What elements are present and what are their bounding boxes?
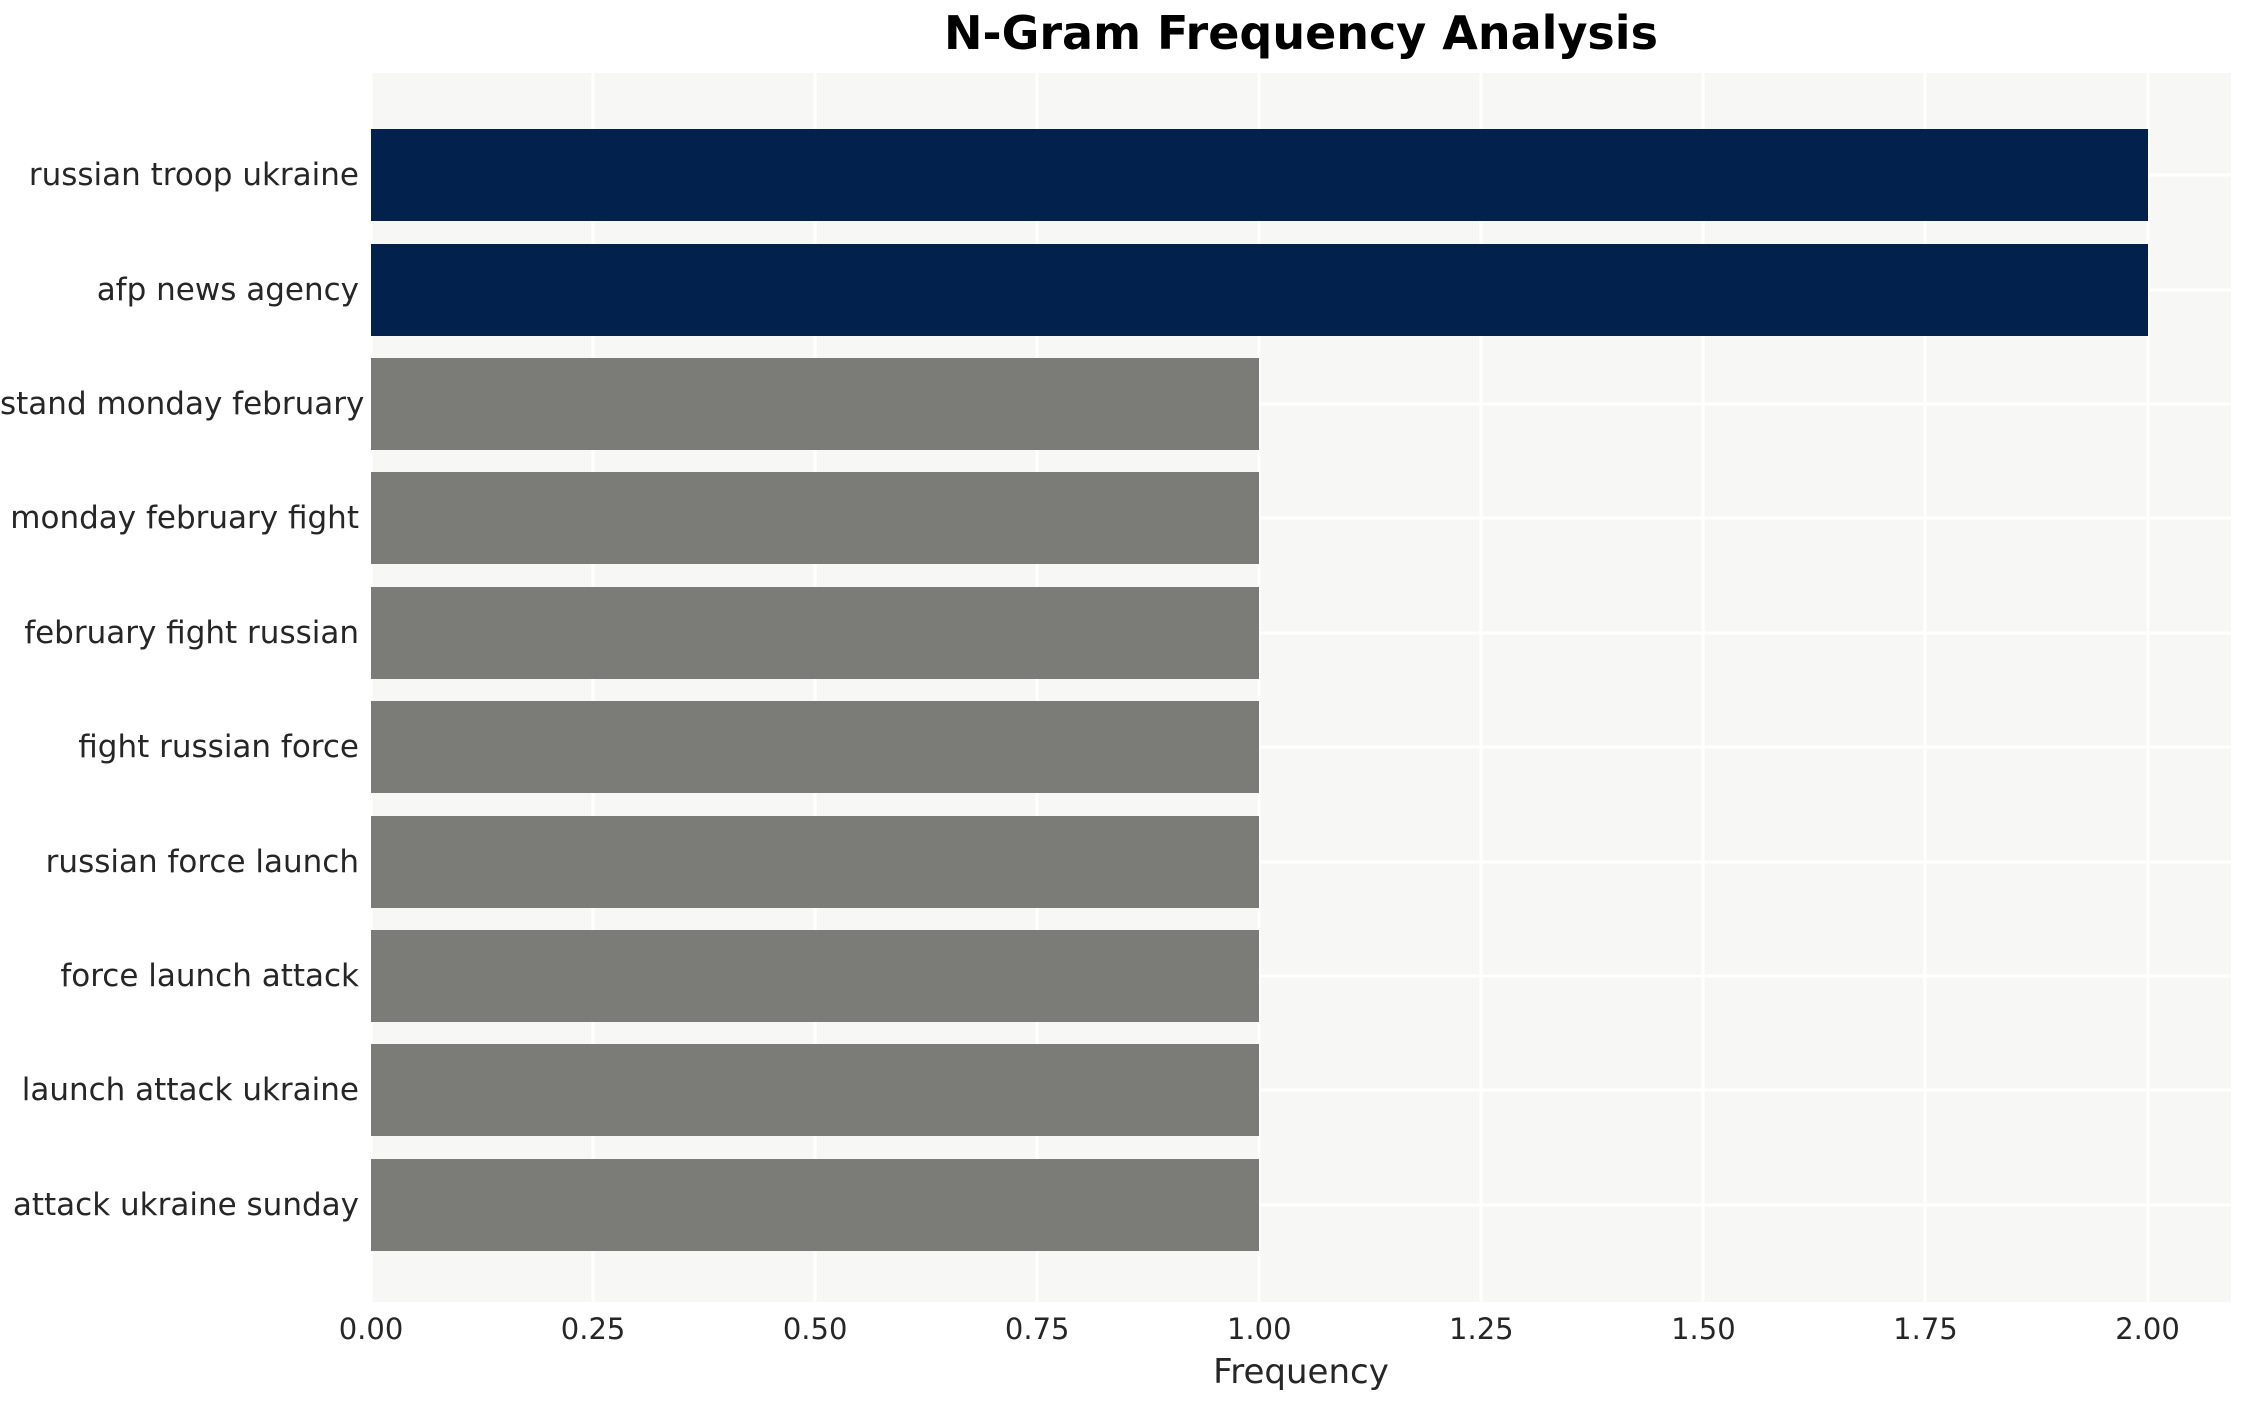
bar-track [371, 930, 2231, 1023]
category-label: afp news agency [96, 271, 359, 308]
bar-track [371, 358, 2231, 451]
x-tick-label: 1.25 [1449, 1312, 1514, 1346]
horizontal-gridline [371, 1203, 2231, 1207]
horizontal-gridline [371, 745, 2231, 749]
bar-row: force launch attack [0, 919, 2231, 1033]
x-tick-label: 1.75 [1893, 1312, 1958, 1346]
x-axis-tick-labels: 0.00 0.25 0.50 0.75 1.00 1.25 1.50 1.75 2.00 [339, 1312, 2231, 1352]
bar-row: launch attack ukraine [0, 1033, 2231, 1147]
category-label: fight russian force [78, 729, 359, 766]
vertical-gridline [369, 73, 373, 1302]
category-label: force launch attack [60, 958, 359, 995]
bar-row: stand monday february [0, 347, 2231, 461]
category-label: february fight russian [24, 614, 359, 651]
x-tick-label: 0.00 [338, 1312, 404, 1346]
vertical-gridline [2146, 73, 2149, 1302]
bar-track [371, 1044, 2231, 1137]
bar-row: monday february fight [0, 461, 2231, 575]
frequency-bar [371, 129, 2148, 222]
vertical-gridline [1479, 73, 1483, 1302]
x-tick-label: 0.75 [1004, 1312, 1070, 1346]
frequency-bar [371, 586, 1260, 679]
vertical-gridline [813, 73, 817, 1302]
x-tick-label: 0.50 [782, 1312, 848, 1346]
category-label: russian force launch [45, 843, 359, 880]
category-label: stand monday february [0, 386, 365, 423]
category-label: monday february fight [10, 500, 359, 537]
vertical-gridline [1035, 73, 1039, 1302]
vertical-gridline [1701, 73, 1705, 1302]
vertical-gridline [1257, 73, 1261, 1302]
vertical-gridline [1923, 73, 1927, 1302]
bar-row: russian force launch [0, 804, 2231, 918]
frequency-bar [371, 815, 1260, 908]
bar-track [371, 129, 2231, 222]
bar-rows-container: russian troop ukraine afp news agency stan… [0, 73, 2231, 1302]
horizontal-gridline [371, 860, 2231, 864]
frequency-bar [371, 358, 1260, 451]
frequency-bar [371, 1158, 1260, 1251]
frequency-bar [371, 243, 2148, 336]
frequency-bar [371, 930, 1260, 1023]
horizontal-gridline [371, 516, 2231, 520]
bar-row: february fight russian [0, 576, 2231, 690]
horizontal-gridline [371, 631, 2231, 635]
bar-track [371, 243, 2231, 336]
category-label: attack ukraine sunday [12, 1186, 359, 1223]
x-tick-label: 1.00 [1226, 1312, 1292, 1346]
horizontal-gridline [371, 974, 2231, 978]
frequency-bar [371, 701, 1260, 794]
bar-track [371, 1158, 2231, 1251]
bar-row: fight russian force [0, 690, 2231, 804]
x-axis-title: Frequency [1213, 1352, 1389, 1392]
bar-track [371, 701, 2231, 794]
bar-row: afp news agency [0, 232, 2231, 346]
bar-row: attack ukraine sunday [0, 1148, 2231, 1262]
category-label: launch attack ukraine [21, 1072, 359, 1109]
chart-title: N-Gram Frequency Analysis [944, 6, 1658, 60]
bar-track [371, 815, 2231, 908]
frequency-bar [371, 1044, 1260, 1137]
x-tick-label: 2.00 [2115, 1312, 2180, 1346]
x-tick-label: 1.50 [1671, 1312, 1736, 1346]
vertical-gridline [591, 73, 595, 1302]
horizontal-gridline [371, 402, 2231, 406]
horizontal-gridline [371, 1088, 2231, 1092]
category-label: russian troop ukraine [28, 157, 359, 194]
x-tick-label: 0.25 [560, 1312, 626, 1346]
bar-track [371, 586, 2231, 679]
frequency-bar [371, 472, 1260, 565]
bar-row: russian troop ukraine [0, 118, 2231, 232]
bar-track [371, 472, 2231, 565]
